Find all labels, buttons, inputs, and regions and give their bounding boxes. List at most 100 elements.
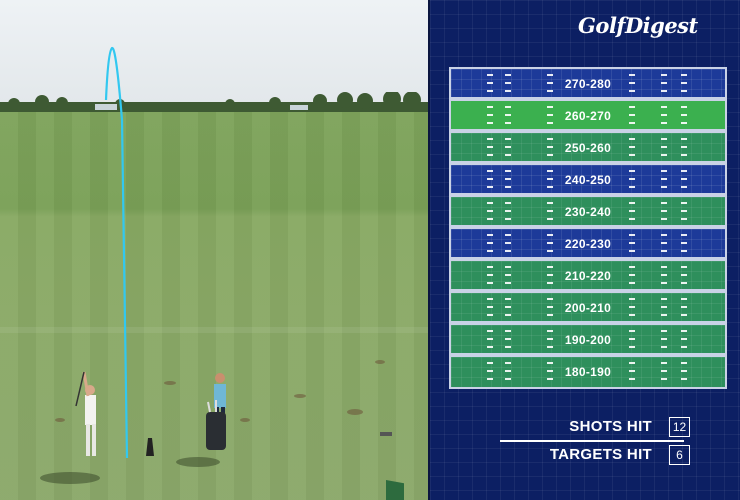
band-200-210: 200-210: [451, 293, 725, 323]
yard-tick: [629, 74, 635, 76]
yard-tick: [547, 218, 553, 220]
yard-tick: [505, 330, 511, 332]
yard-tick: [661, 122, 667, 124]
yard-tick: [505, 338, 511, 340]
stats-separator: [500, 440, 684, 442]
yard-tick: [505, 266, 511, 268]
yard-tick: [505, 74, 511, 76]
yard-tick: [629, 266, 635, 268]
band-180-190: 180-190: [451, 357, 725, 387]
yard-tick: [487, 114, 493, 116]
yard-tick: [487, 170, 493, 172]
yard-tick: [487, 314, 493, 316]
yard-tick: [505, 106, 511, 108]
yard-tick: [629, 154, 635, 156]
yard-tick: [487, 178, 493, 180]
yard-tick: [547, 306, 553, 308]
yard-tick: [547, 138, 553, 140]
split-divider: [428, 0, 430, 500]
yard-tick: [505, 210, 511, 212]
yard-tick: [661, 298, 667, 300]
yard-tick: [547, 122, 553, 124]
yard-tick: [547, 346, 553, 348]
yard-tick: [505, 122, 511, 124]
yard-tick: [505, 346, 511, 348]
yard-tick: [661, 338, 667, 340]
yardage-panel: GolfDigest 270-280 260-270 250-260 240-2…: [430, 0, 740, 500]
yard-tick: [681, 114, 687, 116]
yard-tick: [661, 178, 667, 180]
yard-tick: [681, 138, 687, 140]
yard-tick: [661, 306, 667, 308]
yard-tick: [629, 218, 635, 220]
band-270-280: 270-280: [451, 69, 725, 99]
yard-tick: [681, 154, 687, 156]
yard-tick: [629, 122, 635, 124]
range-video: [0, 0, 428, 500]
yard-tick: [629, 298, 635, 300]
yard-tick: [629, 186, 635, 188]
yard-tick: [629, 210, 635, 212]
yard-tick: [661, 266, 667, 268]
band-label: 270-280: [564, 77, 612, 91]
yard-tick: [629, 338, 635, 340]
yard-tick: [661, 362, 667, 364]
yard-tick: [487, 250, 493, 252]
yard-tick: [629, 346, 635, 348]
yard-tick: [629, 202, 635, 204]
yard-tick: [547, 234, 553, 236]
yard-tick: [681, 338, 687, 340]
sky: [0, 0, 428, 112]
yard-tick: [681, 202, 687, 204]
yard-tick: [681, 234, 687, 236]
yard-tick: [505, 218, 511, 220]
yard-tick: [547, 282, 553, 284]
yard-tick: [661, 74, 667, 76]
yardage-grid: 270-280 260-270 250-260 240-250 230-240 …: [449, 67, 727, 389]
yard-tick: [661, 82, 667, 84]
yard-tick: [681, 82, 687, 84]
targets-hit-value: 6: [669, 445, 690, 465]
yard-tick: [661, 282, 667, 284]
yard-tick: [629, 330, 635, 332]
yard-tick: [547, 178, 553, 180]
yard-tick: [487, 338, 493, 340]
yard-tick: [487, 122, 493, 124]
band-260-270: 260-270: [451, 101, 725, 131]
band-label: 240-250: [564, 173, 612, 187]
yard-tick: [505, 82, 511, 84]
yard-tick: [547, 242, 553, 244]
yard-tick: [547, 370, 553, 372]
yard-tick: [547, 266, 553, 268]
yard-tick: [505, 90, 511, 92]
yard-tick: [661, 210, 667, 212]
yard-tick: [629, 378, 635, 380]
yard-tick: [681, 106, 687, 108]
yard-tick: [629, 314, 635, 316]
yard-tick: [629, 82, 635, 84]
yard-tick: [487, 298, 493, 300]
yard-tick: [505, 274, 511, 276]
yard-tick: [487, 306, 493, 308]
yard-tick: [547, 250, 553, 252]
yard-tick: [661, 274, 667, 276]
yard-tick: [681, 90, 687, 92]
band-210-220: 210-220: [451, 261, 725, 291]
yard-tick: [681, 330, 687, 332]
yard-tick: [629, 114, 635, 116]
yard-tick: [681, 362, 687, 364]
yard-tick: [487, 82, 493, 84]
yard-tick: [487, 242, 493, 244]
yard-tick: [661, 242, 667, 244]
yard-tick: [629, 362, 635, 364]
yard-tick: [547, 170, 553, 172]
yard-tick: [629, 90, 635, 92]
yard-tick: [547, 362, 553, 364]
yard-tick: [547, 146, 553, 148]
yard-tick: [681, 146, 687, 148]
yard-tick: [681, 314, 687, 316]
yard-tick: [661, 114, 667, 116]
yard-tick: [487, 234, 493, 236]
yard-tick: [487, 274, 493, 276]
